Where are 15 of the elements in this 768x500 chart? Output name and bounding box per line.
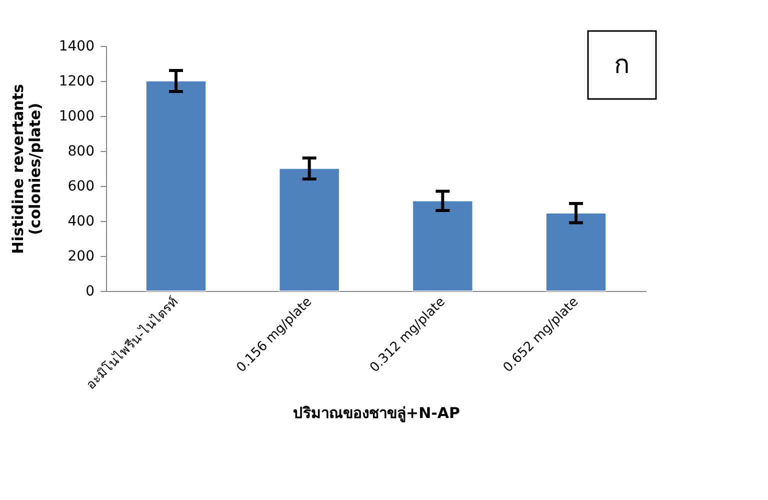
- bar: [412, 200, 474, 292]
- y-tick-label: 400: [68, 214, 94, 230]
- y-tick-label: 1200: [58, 74, 94, 90]
- y-tick-label: 800: [68, 144, 94, 160]
- y-tick-label: 1000: [58, 108, 94, 124]
- y-tick-label: 600: [68, 178, 94, 194]
- y-tick-label: 200: [68, 248, 94, 264]
- x-axis-title: ปริมาณของชาขลู่+N-AP: [293, 404, 460, 423]
- bar: [546, 212, 606, 292]
- y-tick-label: 1400: [58, 38, 94, 54]
- y-axis-title: Histidine revertants (colonies/plate): [8, 84, 44, 254]
- annotation: ก: [614, 50, 630, 80]
- bar: [278, 168, 340, 292]
- bar: [146, 80, 206, 292]
- y-tick-label: 0: [86, 284, 94, 300]
